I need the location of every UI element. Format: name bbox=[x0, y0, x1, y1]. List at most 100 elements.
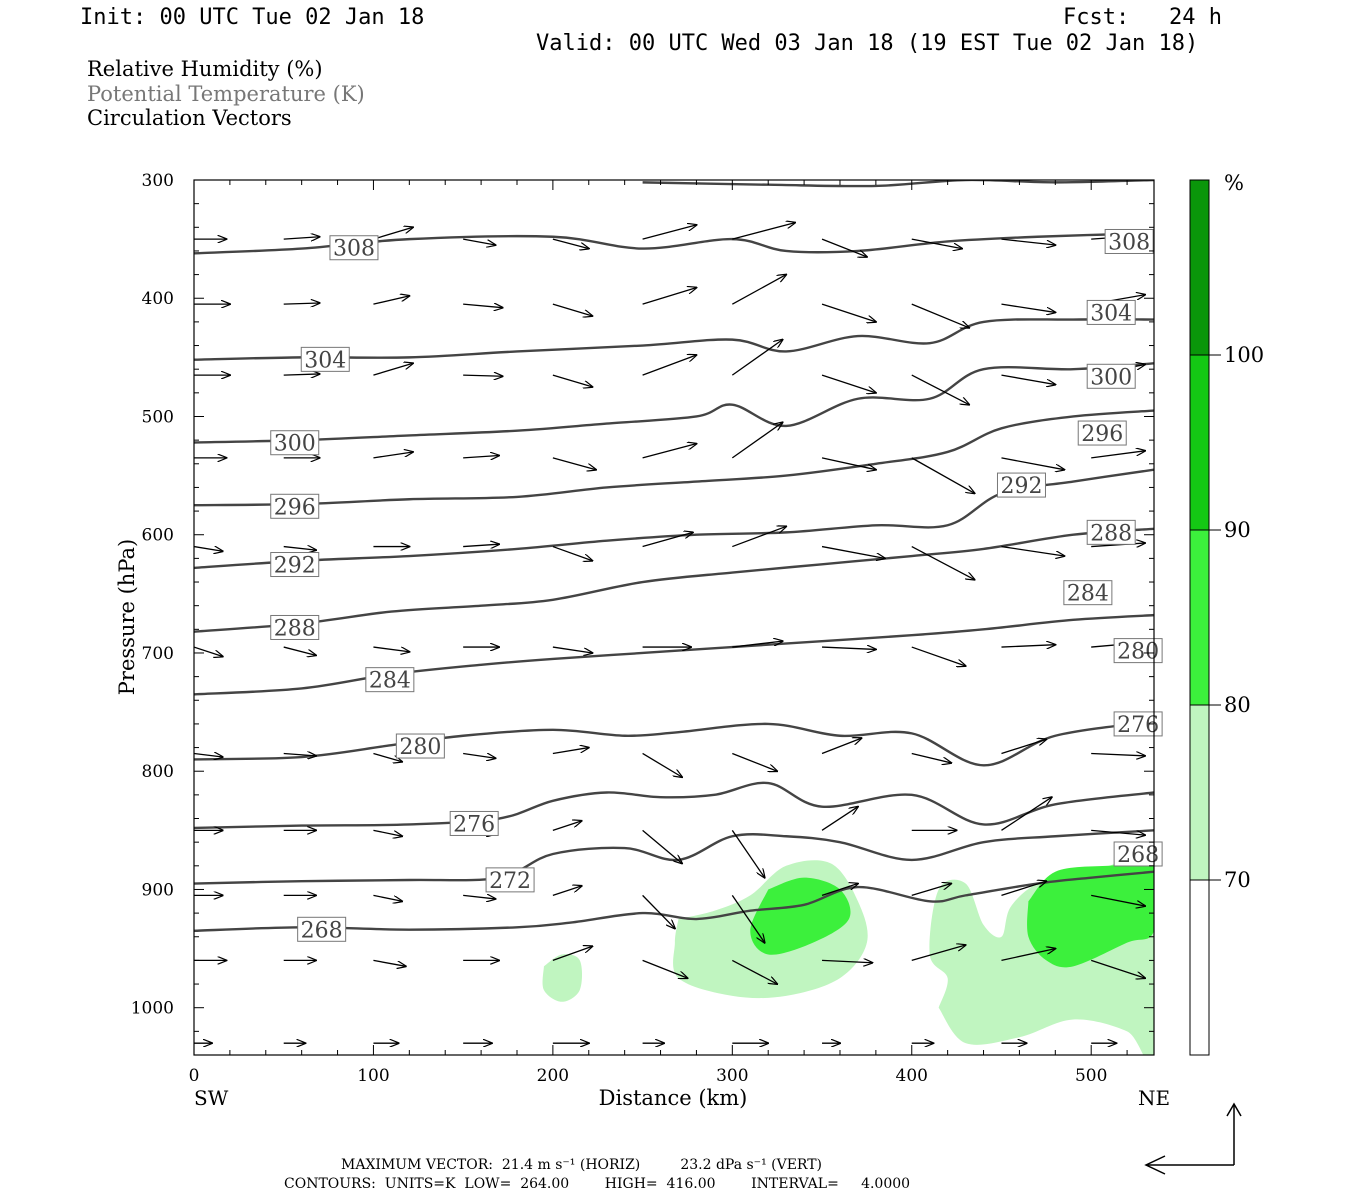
circulation-vector bbox=[373, 646, 409, 652]
contour-label: 296 bbox=[1077, 420, 1127, 447]
colorbar-unit: % bbox=[1224, 171, 1244, 195]
colorbar-segment bbox=[1190, 705, 1209, 880]
contour-label: 280 bbox=[1113, 638, 1163, 665]
theta-contour bbox=[194, 829, 1154, 885]
circulation-vector bbox=[194, 547, 223, 552]
circulation-vector bbox=[552, 545, 592, 561]
svg-text:292: 292 bbox=[274, 554, 316, 579]
contour-label: 300 bbox=[270, 430, 320, 457]
theta-contour bbox=[194, 720, 1154, 767]
circulation-vector bbox=[1001, 881, 1046, 896]
contour-label: 268 bbox=[297, 916, 347, 943]
y-tick-label: 900 bbox=[142, 880, 174, 900]
contour-label: 292 bbox=[996, 472, 1046, 499]
legend-rh: Relative Humidity (%) bbox=[87, 57, 323, 81]
contour-label: 280 bbox=[395, 733, 445, 760]
circulation-vector bbox=[642, 829, 682, 863]
contour-label: 272 bbox=[485, 867, 535, 894]
circulation-vector bbox=[552, 303, 592, 316]
theta-contour bbox=[194, 613, 1154, 696]
legend-vectors: Circulation Vectors bbox=[87, 106, 292, 130]
circulation-vector bbox=[552, 821, 582, 831]
contour-label: 288 bbox=[1086, 519, 1136, 546]
circulation-vector bbox=[1001, 797, 1051, 831]
circulation-vector bbox=[821, 545, 885, 559]
contour-label: 276 bbox=[449, 810, 499, 837]
circulation-vector bbox=[1001, 457, 1064, 470]
contour-info: CONTOURS: UNITS=K LOW= 264.00 HIGH= 416.… bbox=[284, 1176, 911, 1192]
circulation-vector bbox=[1001, 545, 1064, 556]
contour-label: 268 bbox=[1113, 841, 1163, 868]
circulation-vector bbox=[1091, 753, 1145, 755]
humidity-region bbox=[542, 954, 583, 1002]
svg-text:276: 276 bbox=[453, 812, 495, 837]
x-tick-label: 100 bbox=[357, 1066, 389, 1086]
circulation-vector bbox=[911, 752, 951, 762]
theta-contour bbox=[194, 781, 1154, 830]
circulation-vector bbox=[463, 375, 502, 376]
circulation-vector bbox=[642, 959, 688, 978]
circulation-vector bbox=[1001, 238, 1055, 245]
circulation-vector bbox=[911, 646, 966, 666]
circulation-vector bbox=[373, 363, 412, 376]
y-tick-label: 600 bbox=[142, 526, 174, 546]
circulation-vector bbox=[373, 959, 405, 966]
circulation-vector bbox=[642, 894, 675, 928]
legend-theta: Potential Temperature (K) bbox=[87, 82, 365, 106]
svg-text:296: 296 bbox=[274, 495, 316, 520]
colorbar-segment bbox=[1190, 355, 1209, 530]
theta-contour bbox=[194, 362, 1154, 444]
circulation-vector bbox=[642, 444, 697, 459]
circulation-vector bbox=[373, 829, 402, 836]
circulation-vector bbox=[552, 946, 592, 962]
circulation-vector bbox=[911, 303, 969, 328]
svg-text:280: 280 bbox=[1117, 640, 1159, 665]
circulation-vector bbox=[731, 829, 764, 877]
theta-contour bbox=[194, 527, 1154, 633]
contour-label: 304 bbox=[1086, 299, 1136, 326]
contour-label: 284 bbox=[365, 667, 415, 694]
colorbar: 70 80 90 100 bbox=[1189, 179, 1264, 1056]
contour-label: 276 bbox=[1113, 711, 1163, 738]
svg-text:304: 304 bbox=[1090, 301, 1132, 326]
init-time: Init: 00 UTC Tue 02 Jan 18 bbox=[80, 5, 425, 30]
circulation-vector bbox=[822, 647, 876, 649]
circulation-vector bbox=[911, 884, 951, 896]
circulation-vector bbox=[911, 945, 966, 962]
circulation-vector bbox=[1091, 829, 1145, 835]
svg-text:280: 280 bbox=[399, 735, 441, 760]
circulation-vector bbox=[283, 646, 316, 655]
circulation-vector bbox=[463, 238, 495, 245]
circulation-vector bbox=[552, 886, 582, 896]
circulation-vector bbox=[283, 753, 316, 755]
circulation-vector bbox=[373, 452, 412, 459]
circulation-vector bbox=[373, 894, 402, 901]
circulation-vector bbox=[732, 275, 786, 305]
circulation-vector bbox=[552, 238, 589, 248]
circulation-vectors bbox=[194, 223, 1145, 1044]
max-vector-note: MAXIMUM VECTOR: 21.4 m s⁻¹ (HORIZ) 23.2 … bbox=[341, 1157, 823, 1173]
contour-label: 292 bbox=[270, 552, 320, 579]
circulation-vector bbox=[1001, 645, 1055, 647]
circulation-vector bbox=[821, 738, 861, 755]
circulation-vector bbox=[194, 646, 223, 656]
circulation-vector bbox=[732, 641, 782, 648]
contour-label: 296 bbox=[270, 493, 320, 520]
y-axis-title: Pressure (hPa) bbox=[115, 539, 139, 695]
svg-text:300: 300 bbox=[274, 432, 316, 457]
theta-contour bbox=[194, 409, 1154, 507]
x-tick-label: 0 bbox=[189, 1066, 200, 1086]
circulation-vector bbox=[642, 225, 697, 240]
theta-contour bbox=[194, 318, 1154, 361]
svg-text:288: 288 bbox=[274, 616, 316, 641]
svg-text:276: 276 bbox=[1117, 713, 1159, 738]
contour-label: 300 bbox=[1086, 363, 1136, 390]
circulation-vector bbox=[552, 374, 592, 387]
svg-text:272: 272 bbox=[489, 869, 531, 894]
circulation-vector bbox=[732, 959, 777, 984]
circulation-vector bbox=[1090, 959, 1145, 978]
y-tick-label: 800 bbox=[142, 762, 174, 782]
circulation-vector bbox=[463, 456, 499, 458]
contour-label: 304 bbox=[300, 346, 350, 373]
